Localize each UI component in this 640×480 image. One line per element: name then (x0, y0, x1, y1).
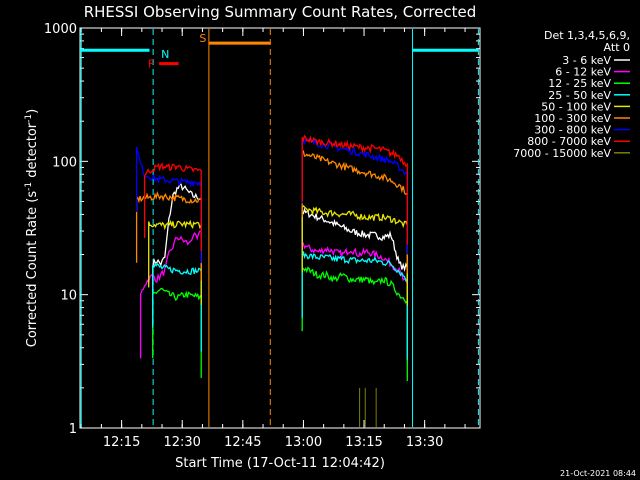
x-tick-label: 13:00 (285, 435, 322, 450)
series-line-50-100-keV (301, 204, 408, 306)
chart-title: RHESSI Observing Summary Count Rates, Co… (84, 3, 477, 21)
series-line-300-800-keV (301, 137, 408, 255)
legend-header-line1: Det 1,3,4,5,6,9, (544, 29, 630, 42)
legend-label: 100 - 300 keV (534, 112, 611, 125)
x-tick-label: 13:15 (345, 435, 382, 450)
flag-label-F: F (148, 58, 154, 71)
series-line-25-50-keV (301, 251, 408, 360)
series-line-6-12-keV (301, 241, 408, 365)
y-tick-label: 10 (60, 289, 77, 304)
legend-label: 800 - 7000 keV (527, 135, 611, 148)
series-line-100-300-keV (301, 150, 408, 274)
series-line-12-25-keV (301, 266, 408, 381)
y-tick-label: 1 (69, 422, 77, 437)
x-tick-label: 12:45 (224, 435, 261, 450)
series-line-3-6-keV (301, 207, 408, 348)
x-tick-label: 12:15 (103, 435, 140, 450)
plot-frame (79, 27, 481, 429)
legend-label: 7000 - 15000 keV (513, 147, 611, 160)
series-line-300-800-keV (135, 146, 202, 264)
series-line-800-7000-keV (301, 134, 408, 245)
series-line-50-100-keV (148, 219, 202, 305)
series-line-6-12-keV (139, 230, 202, 359)
axis-ticks: 12:15 12:30 12:45 13:00 13:15 13:30 1000 100 10 1 (44, 22, 480, 450)
legend-label: 50 - 100 keV (541, 100, 611, 113)
y-tick-label: 1000 (44, 22, 77, 37)
legend-label: 12 - 25 keV (548, 77, 611, 90)
time-markers (80, 29, 479, 427)
x-tick-label: 13:30 (406, 435, 443, 450)
series-line-800-7000-keV (143, 162, 202, 251)
footer-timestamp: 21-Oct-2021 08:44 (560, 469, 636, 478)
flag-markers: FN S (148, 32, 271, 71)
series-line-3-6-keV (152, 183, 202, 328)
flag-label-S: S (199, 32, 206, 45)
flag-label-N: N (161, 48, 169, 61)
series-line-12-25-keV (152, 287, 202, 378)
y-tick-label: 100 (52, 155, 77, 170)
y-axis-label: Corrected Count Rate (s-1 detector-1) (24, 109, 40, 347)
x-tick-label: 12:30 (163, 435, 200, 450)
legend-label: 300 - 800 keV (534, 124, 611, 137)
series-line-100-300-keV (135, 191, 202, 281)
legend-label: 25 - 50 keV (548, 89, 611, 102)
legend-label: 6 - 12 keV (555, 66, 611, 79)
legend-header-line2: Att 0 (604, 41, 630, 54)
series-lines (80, 48, 479, 381)
series-line-25-50-keV (152, 262, 202, 352)
x-axis-label: Start Time (17-Oct-11 12:04:42) (175, 456, 385, 471)
legend-label: 3 - 6 keV (562, 54, 611, 67)
